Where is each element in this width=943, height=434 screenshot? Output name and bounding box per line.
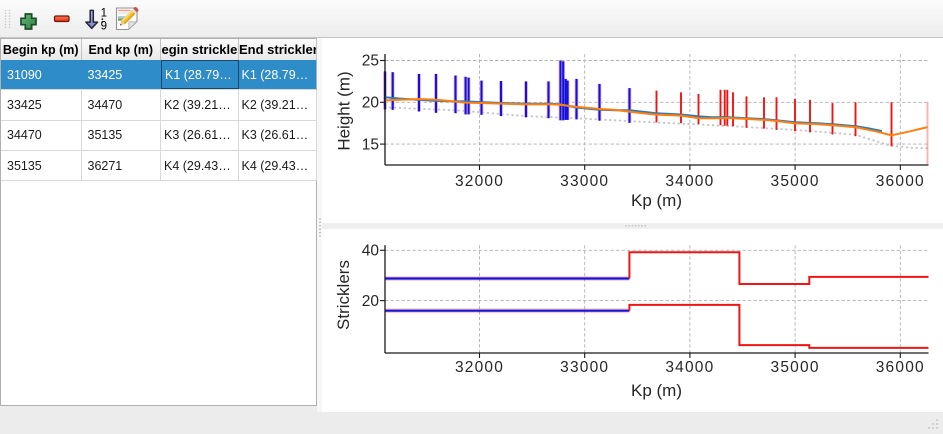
svg-text:34000: 34000 (665, 173, 714, 190)
svg-text:36000: 36000 (876, 173, 925, 190)
svg-text:20: 20 (362, 95, 380, 112)
svg-text:25: 25 (362, 53, 379, 70)
svg-text:15: 15 (362, 136, 379, 153)
svg-text:32000: 32000 (455, 173, 504, 190)
svg-text:9: 9 (101, 20, 107, 32)
svg-text:36000: 36000 (876, 359, 925, 376)
svg-text:40: 40 (362, 243, 380, 260)
svg-text:32000: 32000 (455, 359, 504, 376)
svg-text:34000: 34000 (665, 359, 714, 376)
svg-text:20: 20 (362, 293, 380, 310)
svg-text:35000: 35000 (771, 359, 820, 376)
svg-text:35000: 35000 (771, 173, 820, 190)
svg-text:33000: 33000 (560, 359, 609, 376)
svg-text:33000: 33000 (560, 173, 609, 190)
svg-text:1: 1 (101, 7, 107, 19)
